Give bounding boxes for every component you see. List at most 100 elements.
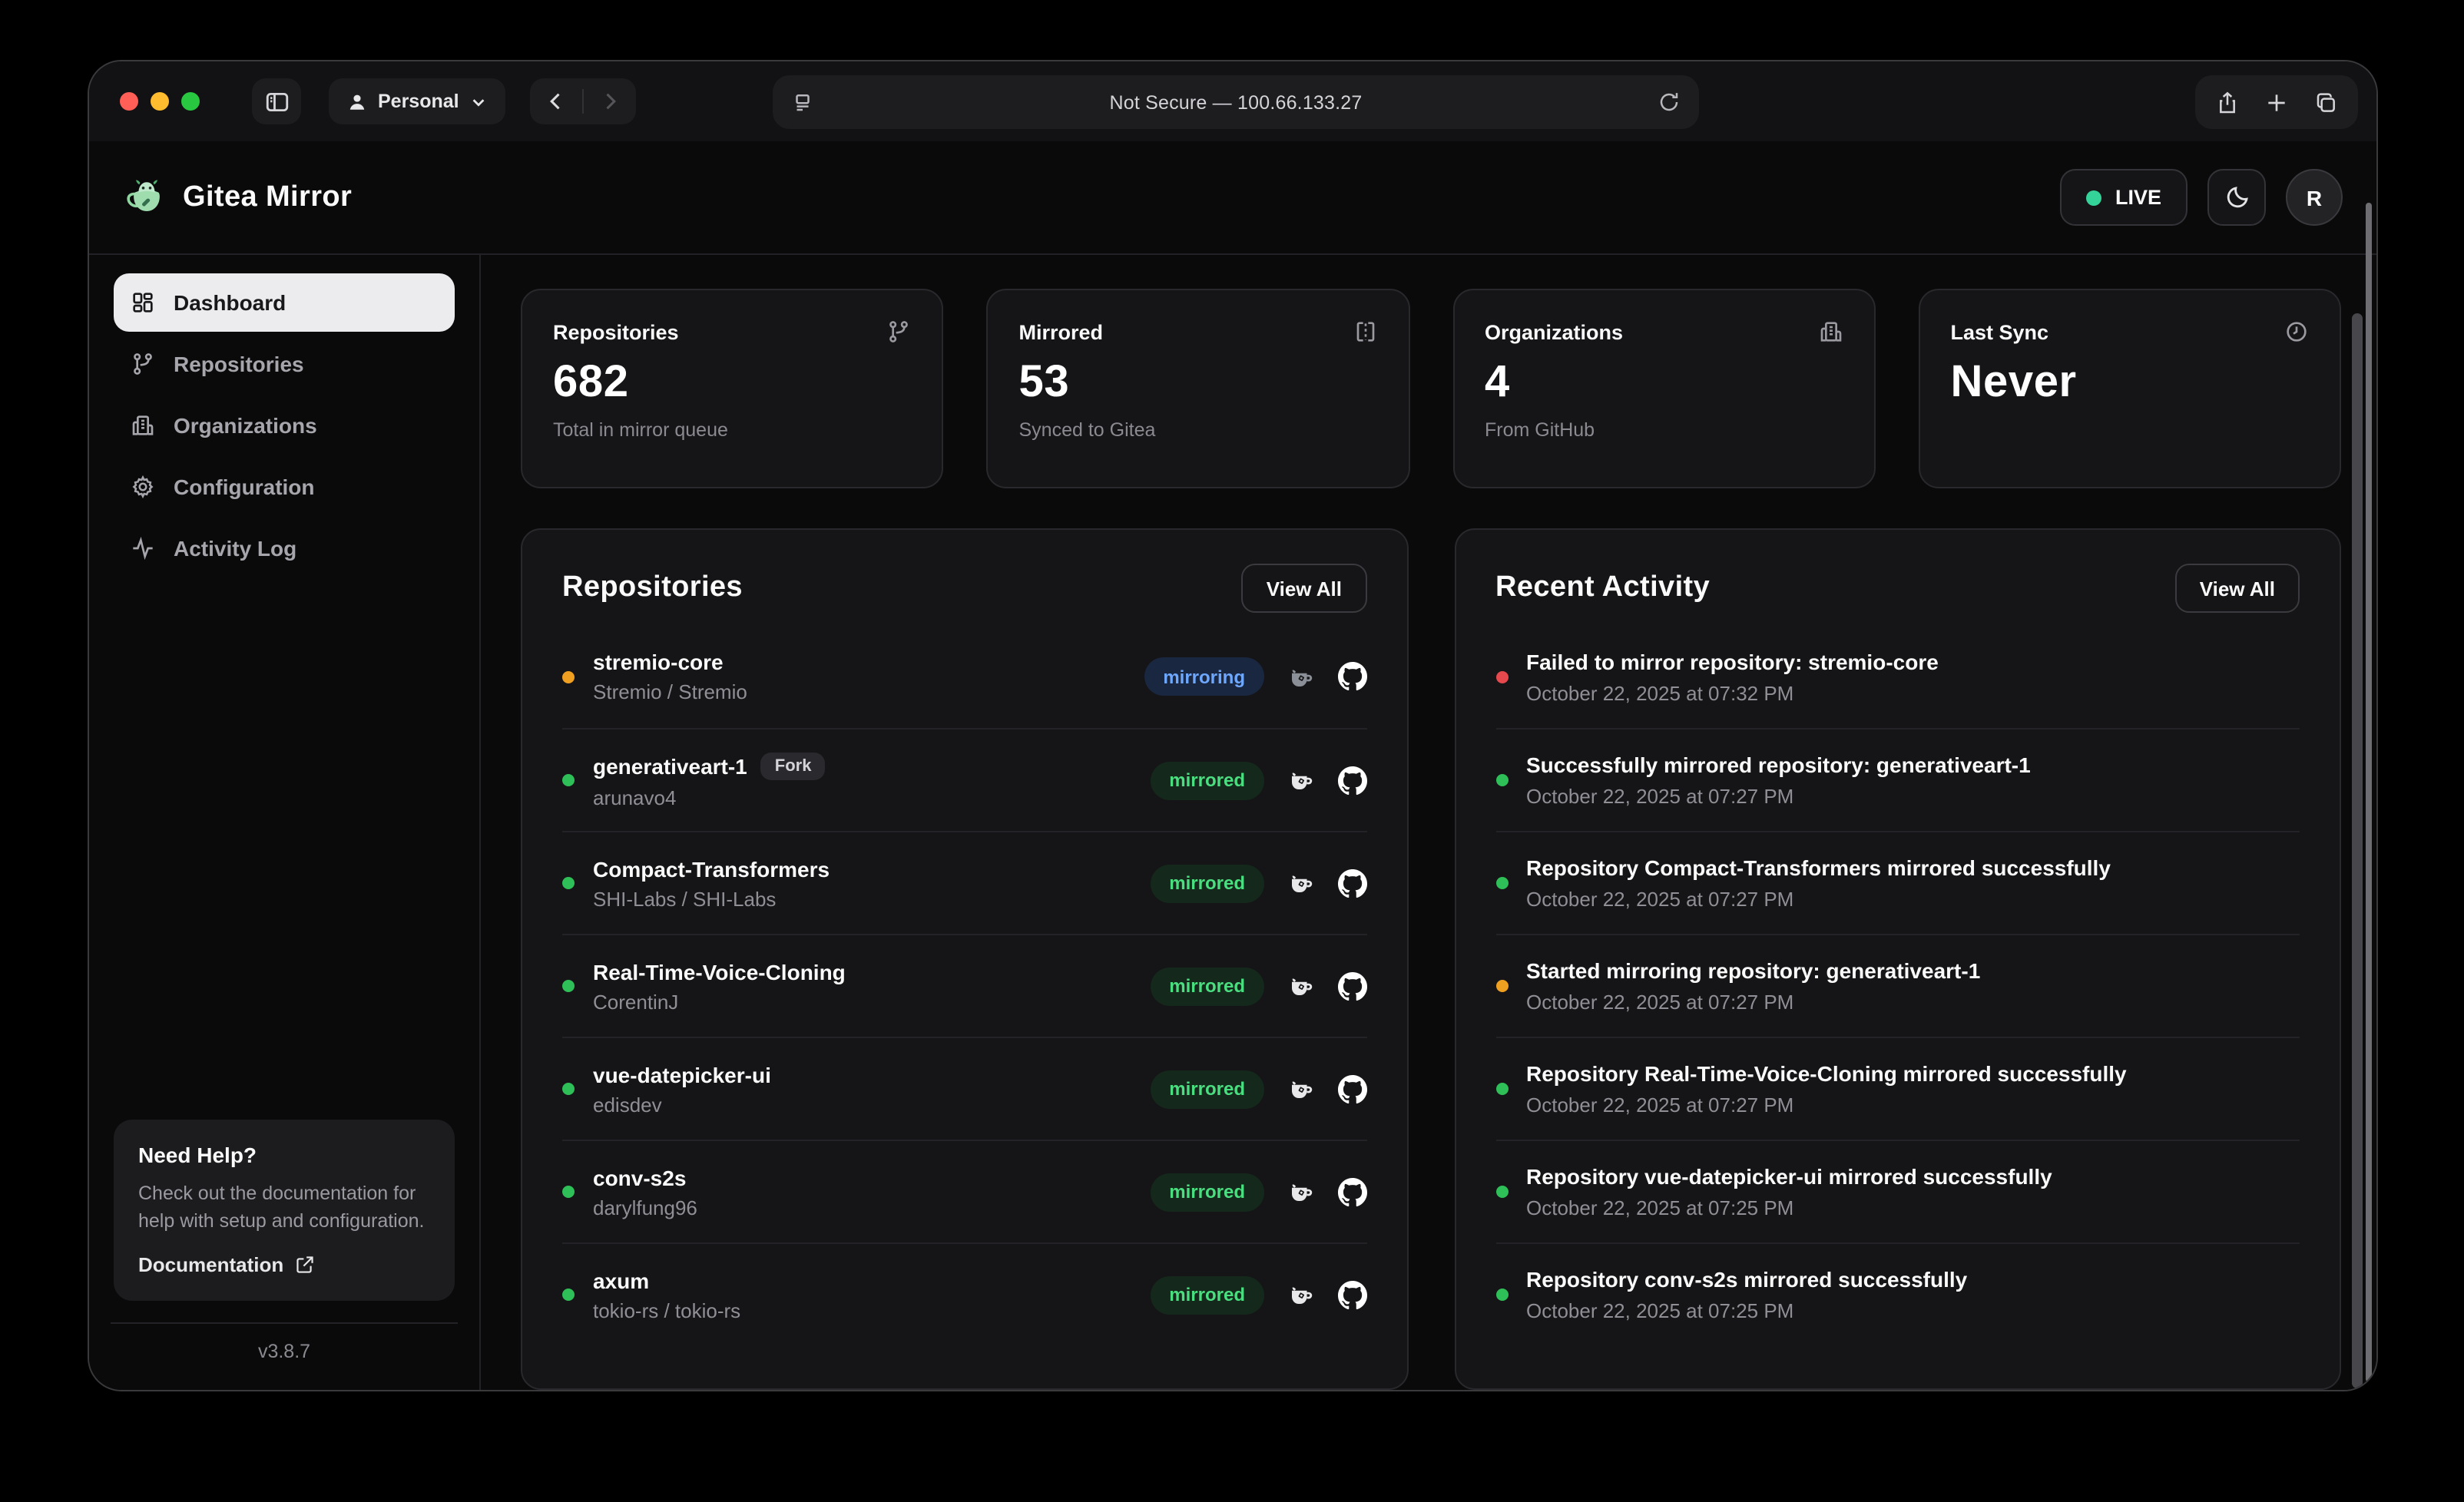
repo-row[interactable]: conv-s2s darylfung96 mirrored	[562, 1140, 1366, 1242]
forward-button[interactable]	[584, 78, 636, 124]
sidebar-toggle-button[interactable]	[252, 78, 301, 124]
page-settings-icon[interactable]	[791, 91, 814, 114]
activity-timestamp: October 22, 2025 at 07:25 PM	[1526, 1299, 1794, 1322]
activity-info: Successfully mirrored repository: genera…	[1526, 753, 2031, 808]
tab-overview-icon[interactable]	[2313, 90, 2338, 114]
gitea-link-icon[interactable]	[1287, 869, 1314, 897]
fork-badge: Fork	[760, 752, 826, 779]
sidebar-item-label: Repositories	[174, 352, 304, 376]
window-scrollbar[interactable]	[2366, 203, 2372, 1382]
live-status-button[interactable]: LIVE	[2059, 169, 2187, 226]
sidebar-item-organizations[interactable]: Organizations	[114, 396, 455, 455]
repo-info: Compact-Transformers SHI-Labs / SHI-Labs	[593, 856, 830, 910]
repo-name: conv-s2s	[593, 1165, 687, 1189]
repositories-view-all-button[interactable]: View All	[1241, 564, 1366, 613]
activity-item[interactable]: Repository Compact-Transformers mirrored…	[1495, 831, 2300, 934]
new-tab-icon[interactable]	[2264, 90, 2289, 114]
close-window-button[interactable]	[120, 92, 138, 111]
activity-text: Repository Real-Time-Voice-Cloning mirro…	[1526, 1061, 2127, 1086]
sidebar-item-label: Configuration	[174, 475, 315, 499]
stat-label: Repositories	[553, 320, 679, 343]
gitea-logo-icon	[126, 177, 167, 218]
profile-button[interactable]: Personal	[329, 78, 505, 124]
reload-icon[interactable]	[1658, 91, 1681, 114]
repo-row[interactable]: vue-datepicker-ui edisdev mirrored	[562, 1037, 1366, 1140]
stat-card-organizations: Organizations 4 From GitHub	[1452, 289, 1876, 488]
page-scrollbar[interactable]	[2352, 313, 2363, 1388]
repo-row[interactable]: generativeart-1 Fork arunavo4 mirrored	[562, 728, 1366, 831]
activity-item[interactable]: Successfully mirrored repository: genera…	[1495, 728, 2300, 831]
activity-view-all-button[interactable]: View All	[2174, 564, 2300, 613]
repo-status-dot	[562, 980, 575, 992]
app-version: v3.8.7	[257, 1341, 311, 1362]
browser-window: Personal Not Secure — 100.66.133.27	[88, 60, 2378, 1391]
url-text[interactable]: Not Secure — 100.66.133.27	[1109, 91, 1363, 113]
main-content: Repositories 682 Total in mirror queue M…	[481, 255, 2376, 1390]
repo-owner: CorentinJ	[593, 990, 679, 1013]
avatar-initial: R	[2306, 185, 2323, 210]
github-link-icon[interactable]	[1337, 1177, 1366, 1206]
github-link-icon[interactable]	[1337, 662, 1366, 691]
brand[interactable]: Gitea Mirror	[126, 177, 352, 218]
repo-owner: tokio-rs / tokio-rs	[593, 1299, 741, 1322]
zoom-window-button[interactable]	[181, 92, 200, 111]
activity-item[interactable]: Repository Real-Time-Voice-Cloning mirro…	[1495, 1037, 2300, 1140]
repo-row[interactable]: Compact-Transformers SHI-Labs / SHI-Labs…	[562, 831, 1366, 934]
gitea-link-icon[interactable]	[1287, 766, 1314, 794]
repo-owner: SHI-Labs / SHI-Labs	[593, 887, 777, 910]
stat-sub: Total in mirror queue	[553, 419, 728, 441]
sidebar-item-dashboard[interactable]: Dashboard	[114, 273, 455, 332]
chevron-down-icon	[470, 93, 487, 110]
activity-item[interactable]: Started mirroring repository: generative…	[1495, 934, 2300, 1037]
repo-status-dot	[562, 1083, 575, 1095]
git-branch-icon	[887, 319, 912, 344]
activity-item[interactable]: Failed to mirror repository: stremio-cor…	[1495, 625, 2300, 728]
gitea-link-icon[interactable]	[1287, 663, 1314, 690]
gitea-link-icon[interactable]	[1287, 972, 1314, 1000]
github-link-icon[interactable]	[1337, 766, 1366, 795]
github-link-icon[interactable]	[1337, 1074, 1366, 1103]
avatar[interactable]: R	[2286, 169, 2343, 226]
activity-item[interactable]: Repository conv-s2s mirrored successfull…	[1495, 1242, 2300, 1345]
activity-info: Repository conv-s2s mirrored successfull…	[1526, 1267, 1967, 1322]
repo-status-badge: mirrored	[1151, 1275, 1263, 1314]
repo-row[interactable]: stremio-core Stremio / Stremio mirroring	[562, 625, 1366, 728]
sidebar-item-configuration[interactable]: Configuration	[114, 458, 455, 516]
stat-value: Never	[1950, 358, 2077, 407]
sidebar-item-activity-log[interactable]: Activity Log	[114, 519, 455, 577]
sidebar-item-repositories[interactable]: Repositories	[114, 335, 455, 393]
back-button[interactable]	[530, 78, 582, 124]
gitea-mirror-app: Gitea Mirror LIVE R	[89, 141, 2376, 1390]
stat-value: 682	[553, 358, 629, 407]
theme-toggle-button[interactable]	[2207, 169, 2266, 226]
gitea-link-icon[interactable]	[1287, 1178, 1314, 1206]
minimize-window-button[interactable]	[151, 92, 169, 111]
repo-row[interactable]: Real-Time-Voice-Cloning CorentinJ mirror…	[562, 934, 1366, 1037]
gitea-link-icon[interactable]	[1287, 1075, 1314, 1103]
moon-icon	[2224, 184, 2250, 210]
stat-sub: Synced to Gitea	[1018, 419, 1156, 441]
help-body: Check out the documentation for help wit…	[138, 1182, 425, 1232]
repo-status-dot	[562, 1186, 575, 1198]
address-bar[interactable]: Not Secure — 100.66.133.27	[773, 75, 1699, 129]
share-icon[interactable]	[2215, 90, 2240, 114]
activity-timestamp: October 22, 2025 at 07:25 PM	[1526, 1196, 1794, 1219]
github-link-icon[interactable]	[1337, 971, 1366, 1001]
documentation-link[interactable]: Documentation	[138, 1253, 430, 1276]
gitea-link-icon[interactable]	[1287, 1281, 1314, 1308]
repo-name: Real-Time-Voice-Cloning	[593, 959, 846, 984]
sidebar-item-label: Activity Log	[174, 536, 297, 561]
profile-label: Personal	[378, 91, 459, 112]
repo-status-dot	[562, 670, 575, 683]
stat-card-repositories: Repositories 682 Total in mirror queue	[521, 289, 944, 488]
repo-row[interactable]: axum tokio-rs / tokio-rs mirrored	[562, 1242, 1366, 1345]
github-link-icon[interactable]	[1337, 868, 1366, 898]
repo-owner: Stremio / Stremio	[593, 680, 747, 703]
github-link-icon[interactable]	[1337, 1280, 1366, 1309]
repo-status-badge: mirroring	[1144, 657, 1263, 696]
repo-owner: arunavo4	[593, 786, 677, 809]
app-header: Gitea Mirror LIVE R	[89, 141, 2376, 255]
activity-list: Failed to mirror repository: stremio-cor…	[1495, 625, 2300, 1345]
activity-text: Started mirroring repository: generative…	[1526, 958, 1981, 983]
activity-item[interactable]: Repository vue-datepicker-ui mirrored su…	[1495, 1140, 2300, 1242]
